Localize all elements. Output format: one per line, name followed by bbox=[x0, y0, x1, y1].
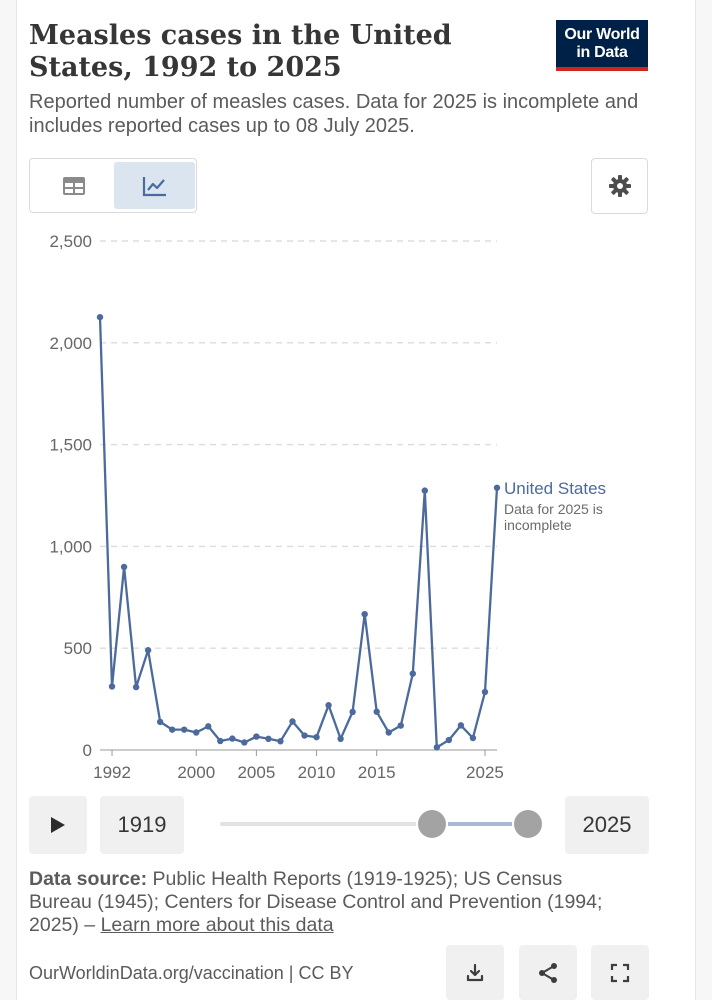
data-point[interactable] bbox=[217, 737, 224, 745]
data-point[interactable] bbox=[385, 729, 392, 736]
data-point[interactable] bbox=[229, 735, 236, 742]
data-point[interactable] bbox=[193, 729, 200, 736]
data-point[interactable] bbox=[481, 688, 489, 696]
series-note-line: Data for 2025 is bbox=[504, 501, 603, 517]
data-point[interactable] bbox=[253, 733, 260, 740]
data-point[interactable] bbox=[301, 732, 308, 739]
data-point[interactable] bbox=[96, 313, 104, 321]
data-point[interactable] bbox=[277, 738, 284, 745]
x-tick-label: 2000 bbox=[177, 763, 215, 782]
owid-logo[interactable]: Our World in Data bbox=[556, 20, 648, 71]
series-line-united-states bbox=[98, 317, 499, 749]
timeline-end-year[interactable]: 2025 bbox=[565, 796, 649, 854]
data-point[interactable] bbox=[313, 733, 320, 741]
data-point[interactable] bbox=[361, 610, 368, 618]
data-point[interactable] bbox=[120, 563, 128, 571]
play-button[interactable] bbox=[29, 796, 87, 854]
timeline-selected-range bbox=[433, 822, 529, 826]
data-point[interactable] bbox=[337, 735, 344, 743]
x-tick-label: 1992 bbox=[93, 763, 131, 782]
data-point[interactable] bbox=[457, 722, 465, 729]
x-tick-label: 2005 bbox=[237, 763, 275, 782]
data-point[interactable] bbox=[421, 487, 429, 494]
data-point[interactable] bbox=[397, 722, 404, 729]
data-point[interactable] bbox=[241, 739, 248, 746]
gear-icon bbox=[608, 175, 631, 197]
download-button[interactable] bbox=[446, 945, 504, 1000]
data-source-label: Data source: bbox=[29, 868, 148, 890]
data-point[interactable] bbox=[445, 736, 453, 744]
data-point[interactable] bbox=[325, 702, 332, 709]
data-point[interactable] bbox=[156, 718, 164, 726]
data-source: Data source: Public Health Reports (1919… bbox=[29, 868, 629, 937]
page-title: Measles cases in the United States, 1992… bbox=[29, 20, 452, 83]
y-tick-label: 2,000 bbox=[49, 334, 92, 353]
data-point[interactable] bbox=[469, 734, 477, 742]
series-label-united-states: United States bbox=[504, 479, 606, 498]
data-point[interactable] bbox=[168, 726, 176, 733]
share-icon bbox=[539, 962, 557, 983]
fullscreen-button[interactable] bbox=[591, 945, 649, 1000]
data-point[interactable] bbox=[289, 718, 296, 725]
settings-button[interactable] bbox=[591, 158, 648, 214]
x-tick-label: 2010 bbox=[298, 763, 336, 782]
data-point[interactable] bbox=[433, 744, 441, 751]
data-point[interactable] bbox=[144, 647, 152, 654]
timeline-track[interactable] bbox=[220, 822, 530, 826]
line-chart-icon bbox=[142, 176, 166, 196]
fullscreen-icon bbox=[610, 963, 630, 982]
timeline-start-year[interactable]: 1919 bbox=[100, 796, 184, 854]
y-tick-label: 1,500 bbox=[49, 436, 92, 455]
y-tick-label: 2,500 bbox=[49, 232, 92, 251]
table-view-button[interactable] bbox=[33, 162, 114, 209]
view-toggle bbox=[29, 158, 197, 213]
series-layer bbox=[96, 313, 501, 751]
table-icon bbox=[62, 176, 85, 195]
timeline-end-handle[interactable] bbox=[514, 810, 542, 838]
timeline-start-handle[interactable] bbox=[418, 810, 446, 838]
data-point[interactable] bbox=[409, 670, 416, 677]
data-point[interactable] bbox=[493, 484, 501, 491]
download-icon bbox=[466, 963, 484, 981]
logo-line-1: Our World bbox=[564, 26, 640, 43]
learn-more-link[interactable]: Learn more about this data bbox=[100, 914, 334, 936]
x-tick-label: 2015 bbox=[358, 763, 396, 782]
play-icon bbox=[51, 817, 65, 833]
data-point[interactable] bbox=[181, 726, 188, 733]
line-chart: 0 500 1,000 1,500 2,000 2,500 1992 2000 2005 2010… bbox=[49, 232, 606, 782]
axes: 0 500 1,000 1,500 2,000 2,500 1992 2000 2005 2010… bbox=[49, 232, 503, 782]
data-point[interactable] bbox=[373, 708, 380, 715]
data-point[interactable] bbox=[132, 683, 140, 691]
footer-url[interactable]: OurWorldinData.org/vaccination | CC BY bbox=[29, 963, 354, 983]
data-point[interactable] bbox=[205, 723, 212, 730]
chart-view-button[interactable] bbox=[114, 162, 195, 209]
y-tick-label: 1,000 bbox=[49, 537, 92, 556]
y-tick-label: 500 bbox=[64, 639, 92, 658]
series-note-line: incomplete bbox=[504, 517, 572, 533]
chart-subtitle: Reported number of measles cases. Data f… bbox=[29, 91, 639, 137]
data-point[interactable] bbox=[265, 735, 272, 743]
share-button[interactable] bbox=[519, 945, 577, 1000]
y-tick-label: 0 bbox=[83, 741, 92, 760]
data-point[interactable] bbox=[108, 683, 116, 690]
x-tick-label: 2025 bbox=[466, 763, 504, 782]
data-point[interactable] bbox=[349, 708, 356, 716]
data-source-text: Public Health Reports (1919-1925); US Ce… bbox=[29, 868, 603, 936]
logo-line-2: in Data bbox=[576, 44, 628, 61]
grid-lines bbox=[100, 240, 497, 649]
